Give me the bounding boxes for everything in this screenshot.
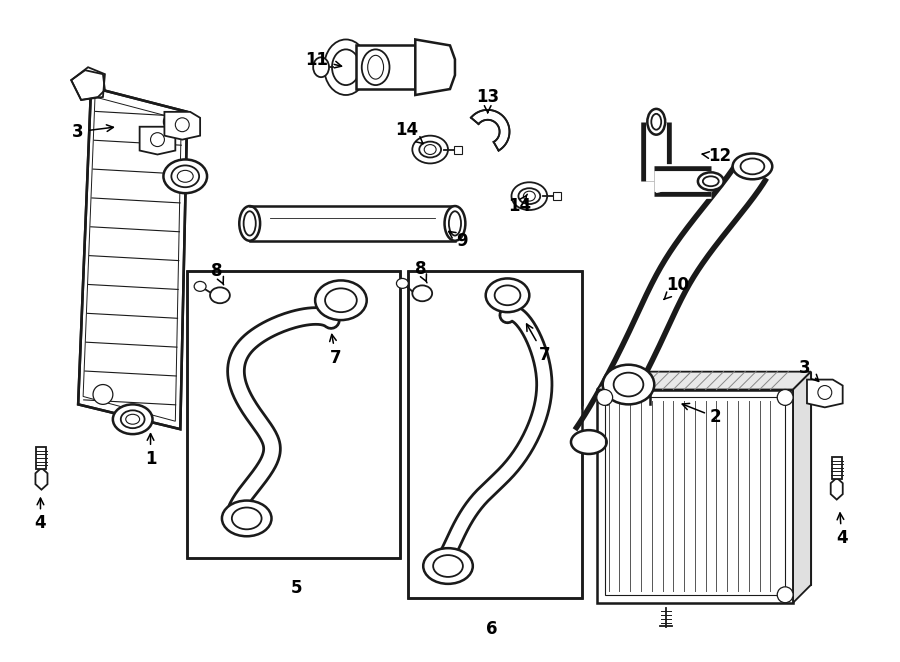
Ellipse shape: [112, 404, 152, 434]
Ellipse shape: [325, 289, 356, 312]
Polygon shape: [831, 478, 842, 500]
Ellipse shape: [571, 430, 607, 454]
Ellipse shape: [412, 136, 448, 164]
Text: 8: 8: [415, 260, 427, 283]
Ellipse shape: [332, 50, 360, 85]
Text: 14: 14: [395, 120, 423, 144]
Bar: [605, 397, 785, 594]
Polygon shape: [71, 70, 105, 100]
Ellipse shape: [733, 154, 772, 179]
Text: 2: 2: [682, 403, 722, 426]
Ellipse shape: [362, 50, 390, 85]
Wedge shape: [656, 181, 667, 192]
Ellipse shape: [614, 373, 644, 397]
Ellipse shape: [511, 182, 547, 210]
Polygon shape: [165, 112, 200, 140]
Bar: [187, 271, 400, 558]
Ellipse shape: [449, 211, 461, 236]
Bar: [409, 271, 582, 598]
Ellipse shape: [244, 211, 256, 236]
Ellipse shape: [121, 410, 145, 428]
Polygon shape: [597, 371, 811, 389]
Ellipse shape: [93, 385, 112, 404]
Ellipse shape: [171, 166, 199, 187]
Text: 1: 1: [145, 434, 157, 468]
Ellipse shape: [603, 365, 654, 404]
Ellipse shape: [445, 206, 465, 241]
Polygon shape: [807, 379, 842, 407]
Ellipse shape: [412, 285, 432, 301]
Text: 7: 7: [526, 324, 550, 364]
Ellipse shape: [423, 548, 473, 584]
Polygon shape: [78, 87, 187, 429]
Text: 12: 12: [702, 148, 732, 166]
Polygon shape: [615, 371, 811, 585]
Ellipse shape: [818, 385, 832, 399]
Bar: [187, 271, 400, 558]
Ellipse shape: [164, 113, 181, 130]
Polygon shape: [356, 46, 425, 89]
Ellipse shape: [778, 389, 793, 405]
Polygon shape: [793, 371, 811, 602]
Ellipse shape: [324, 40, 368, 95]
Text: 4: 4: [35, 498, 46, 532]
Text: 3: 3: [72, 122, 113, 141]
Polygon shape: [471, 110, 509, 150]
Ellipse shape: [176, 118, 189, 132]
Ellipse shape: [232, 508, 262, 530]
Polygon shape: [832, 457, 842, 479]
Text: 10: 10: [664, 277, 689, 299]
Polygon shape: [140, 126, 176, 154]
Polygon shape: [415, 40, 455, 95]
Text: 5: 5: [291, 579, 302, 597]
Ellipse shape: [647, 109, 665, 134]
Ellipse shape: [222, 500, 272, 536]
Text: 13: 13: [476, 88, 500, 113]
Text: 6: 6: [486, 620, 498, 638]
Polygon shape: [597, 389, 793, 602]
Ellipse shape: [597, 389, 613, 405]
Bar: [409, 271, 582, 598]
Polygon shape: [35, 468, 48, 490]
Ellipse shape: [741, 158, 764, 174]
Ellipse shape: [150, 132, 165, 146]
Polygon shape: [454, 146, 462, 154]
Ellipse shape: [518, 188, 540, 204]
Ellipse shape: [778, 587, 793, 602]
Ellipse shape: [164, 160, 207, 193]
Polygon shape: [554, 192, 561, 200]
Text: 3: 3: [799, 359, 819, 381]
Text: 14: 14: [508, 194, 531, 215]
Ellipse shape: [495, 285, 520, 305]
Text: 11: 11: [306, 51, 341, 70]
Ellipse shape: [313, 58, 329, 77]
Ellipse shape: [486, 279, 529, 312]
Ellipse shape: [315, 281, 366, 320]
Ellipse shape: [397, 279, 409, 289]
Text: 8: 8: [212, 261, 224, 285]
Ellipse shape: [194, 281, 206, 291]
Text: 4: 4: [836, 513, 848, 547]
Ellipse shape: [419, 142, 441, 158]
Ellipse shape: [239, 206, 260, 241]
Text: 7: 7: [329, 334, 342, 367]
Ellipse shape: [698, 172, 724, 190]
Polygon shape: [37, 447, 47, 469]
Ellipse shape: [433, 555, 463, 577]
Text: 9: 9: [449, 232, 468, 250]
Ellipse shape: [210, 287, 230, 303]
